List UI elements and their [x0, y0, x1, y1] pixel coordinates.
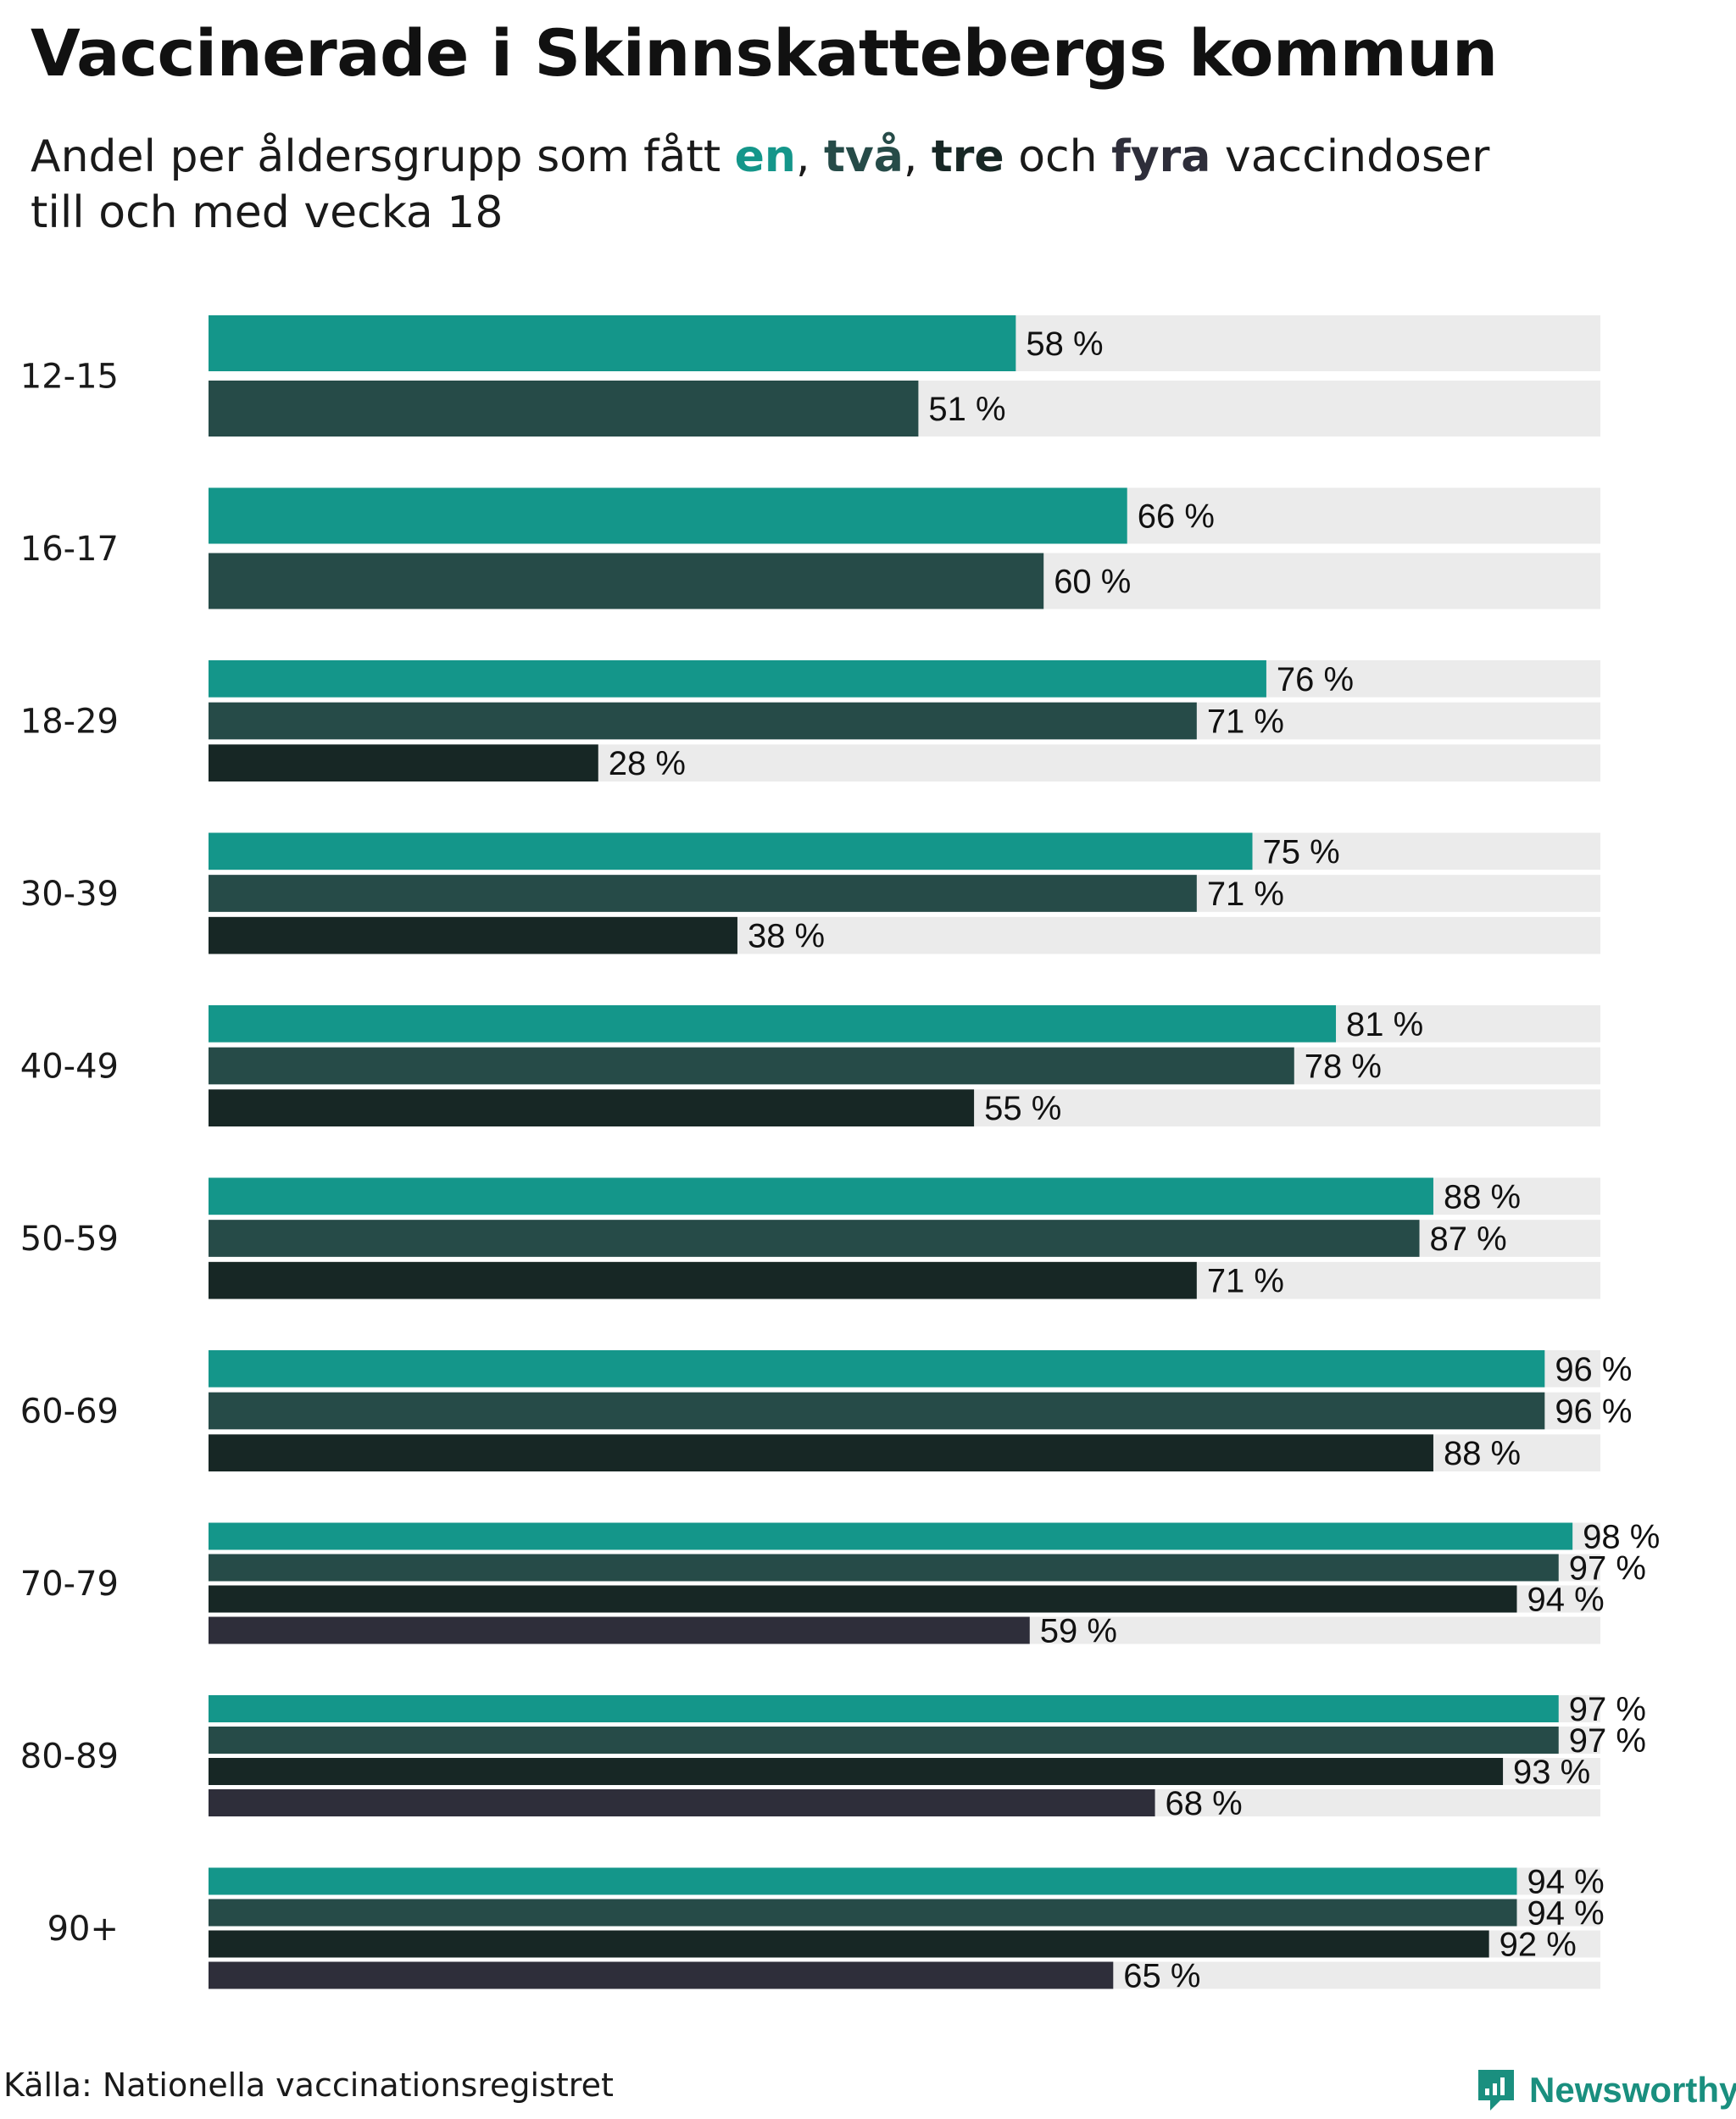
subtitle-separator: ,	[795, 131, 825, 182]
category-label: 80-89	[20, 1738, 119, 1777]
source-note: Källa: Nationella vaccinationsregistret	[3, 2066, 614, 2104]
data-label: 98 %	[1583, 1519, 1660, 1556]
category-label: 30-39	[20, 875, 119, 914]
bar-en	[209, 1350, 1545, 1388]
data-label: 81 %	[1346, 1006, 1423, 1043]
data-label: 51 %	[928, 391, 1005, 428]
data-label: 38 %	[748, 918, 825, 955]
bar-två	[209, 1220, 1420, 1257]
data-label: 96 %	[1555, 1393, 1632, 1431]
bar-två	[209, 1392, 1545, 1430]
bar-en	[209, 315, 1016, 371]
brand-logo: Newsworthy	[1475, 2066, 1736, 2114]
bar-tre	[209, 1930, 1489, 1958]
bar-en	[209, 1522, 1573, 1550]
bar-chart: 12-15 58 % 51 % 16-17 66 %60 % 18-29 76 % 71 % 2…	[20, 315, 1660, 1995]
data-label: 97 %	[1569, 1691, 1646, 1728]
data-label: 28 %	[609, 745, 686, 782]
data-label: 96 %	[1555, 1351, 1632, 1388]
bar-en	[209, 832, 1253, 870]
brand-name: Newsworthy	[1529, 2070, 1736, 2110]
data-label: 59 %	[1040, 1613, 1117, 1650]
bar-tre	[209, 1758, 1504, 1785]
bar-två	[209, 702, 1197, 740]
data-label: 88 %	[1444, 1178, 1521, 1215]
data-label: 55 %	[984, 1090, 1061, 1127]
legend-key-three-doses: tre	[931, 131, 1004, 182]
data-label: 65 %	[1123, 1958, 1200, 1995]
category-label: 16-17	[20, 530, 119, 569]
bar-tre	[209, 916, 737, 954]
bar-en	[209, 1005, 1337, 1043]
data-label: 78 %	[1305, 1048, 1382, 1086]
bar-två	[209, 1047, 1294, 1085]
data-label: 68 %	[1166, 1785, 1243, 1822]
bar-en	[209, 660, 1266, 698]
data-label: 87 %	[1430, 1221, 1507, 1258]
subtitle-text: Andel per åldersgrupp som fått	[31, 131, 735, 182]
bar-tre	[209, 1261, 1197, 1299]
legend-key-two-doses: två	[824, 131, 904, 182]
bar-tre	[209, 1585, 1517, 1613]
subtitle-line-2: till och med vecka 18	[31, 187, 504, 238]
bar-två	[209, 1899, 1517, 1927]
data-label: 93 %	[1513, 1754, 1590, 1791]
data-label: 97 %	[1569, 1722, 1646, 1760]
category-label: 90+	[47, 1910, 119, 1949]
data-label: 58 %	[1026, 325, 1103, 363]
category-label: 60-69	[20, 1393, 119, 1432]
data-label: 92 %	[1500, 1927, 1577, 1964]
bar-fyra	[209, 1616, 1030, 1644]
legend-key-four-doses: fyra	[1111, 131, 1211, 182]
data-label: 71 %	[1207, 876, 1284, 913]
bar-en	[209, 1867, 1517, 1895]
bar-två	[209, 381, 919, 437]
data-label: 88 %	[1444, 1435, 1521, 1472]
data-label: 75 %	[1263, 833, 1340, 870]
data-label: 76 %	[1277, 661, 1354, 698]
chart-title: Vaccinerade i Skinnskattebergs kommun	[31, 15, 1498, 91]
data-label: 60 %	[1054, 564, 1131, 601]
legend-key-one-dose: en	[734, 131, 796, 182]
category-label: 18-29	[20, 703, 119, 742]
data-label: 97 %	[1569, 1550, 1646, 1588]
data-label: 94 %	[1527, 1582, 1604, 1619]
bar-två	[209, 1727, 1559, 1754]
bar-fyra	[209, 1789, 1155, 1816]
chart-subtitle: Andel per åldersgrupp som fått en, två, …	[31, 129, 1641, 241]
bar-två	[209, 1554, 1559, 1582]
data-label: 71 %	[1207, 704, 1284, 741]
data-label: 94 %	[1527, 1864, 1604, 1901]
bar-tre	[209, 1089, 975, 1126]
category-label: 12-15	[20, 358, 119, 397]
bar-tre	[209, 1434, 1433, 1471]
bar-två	[209, 875, 1197, 912]
category-label: 50-59	[20, 1220, 119, 1259]
bar-en	[209, 1177, 1433, 1215]
bar-en	[209, 487, 1127, 544]
subtitle-separator: och	[1004, 131, 1112, 182]
subtitle-text: vaccindoser	[1210, 131, 1490, 182]
category-label: 70-79	[20, 1565, 119, 1604]
bar-tre	[209, 744, 598, 781]
bar-fyra	[209, 1961, 1114, 1989]
bar-två	[209, 553, 1044, 609]
data-label: 94 %	[1527, 1895, 1604, 1933]
data-label: 66 %	[1138, 498, 1215, 536]
data-label: 71 %	[1207, 1263, 1284, 1300]
newsworthy-logo-icon	[1478, 2070, 1514, 2111]
bar-en	[209, 1695, 1559, 1722]
category-label: 40-49	[20, 1048, 119, 1087]
subtitle-separator: ,	[903, 131, 932, 182]
